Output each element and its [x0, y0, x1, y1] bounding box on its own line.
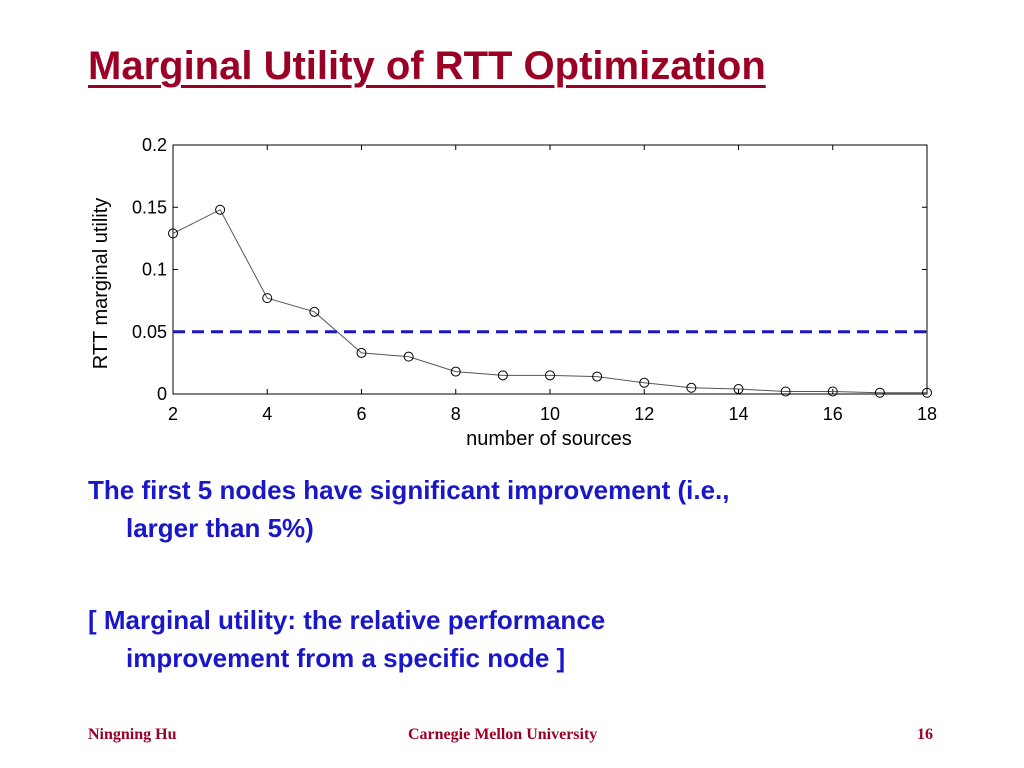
data-point — [780, 386, 791, 397]
data-point — [215, 204, 226, 215]
x-tick-label: 18 — [917, 404, 937, 424]
x-tick-label: 10 — [540, 404, 560, 424]
slide-title: Marginal Utility of RTT Optimization — [88, 44, 766, 88]
y-tick-label: 0.05 — [132, 322, 167, 342]
y-axis-label: RTT marginal utility — [90, 198, 112, 370]
footer-author: Ningning Hu — [88, 726, 177, 743]
data-point — [309, 306, 320, 317]
y-tick-label: 0.2 — [142, 135, 167, 155]
series-line — [172, 209, 927, 394]
data-point — [168, 228, 178, 239]
data-point — [827, 386, 838, 397]
bullet-significant-improvement: The first 5 nodes have significant impro… — [88, 471, 968, 547]
data-point — [450, 366, 461, 377]
data-point — [639, 377, 650, 388]
footer-page-number: 16 — [917, 726, 933, 743]
data-point — [356, 347, 367, 358]
x-tick-label: 14 — [728, 404, 748, 424]
y-tick-label: 0 — [157, 384, 167, 404]
x-axis-label: number of sources — [466, 428, 632, 450]
data-point — [922, 387, 932, 398]
x-tick-label: 4 — [262, 404, 272, 424]
x-tick-label: 16 — [823, 404, 843, 424]
data-point — [592, 371, 603, 382]
data-point — [686, 382, 697, 393]
data-point — [874, 387, 885, 398]
data-point — [545, 370, 555, 381]
bullet-2-line-2: improvement from a specific node ] — [126, 643, 566, 673]
bullet-1-line-2: larger than 5%) — [126, 513, 314, 543]
data-point — [733, 384, 744, 395]
y-tick-label: 0.15 — [132, 197, 167, 217]
rtt-marginal-utility-chart: 2 4 6 8 10 12 14 16 18 0 0.05 0.1 0.15 0.2 number of s… — [90, 135, 937, 450]
x-tick-label: 2 — [168, 404, 178, 424]
y-tick-label: 0.1 — [142, 260, 167, 280]
x-tick-label: 6 — [356, 404, 366, 424]
data-point — [262, 293, 273, 304]
data-point — [403, 351, 414, 362]
plot-frame — [172, 144, 928, 395]
bullet-marginal-utility-definition: [ Marginal utility: the relative perform… — [88, 601, 968, 677]
x-tick-label: 8 — [451, 404, 461, 424]
x-tick-label: 12 — [634, 404, 654, 424]
footer-institution: Carnegie Mellon University — [408, 726, 598, 743]
bullet-1-line-1: The first 5 nodes have significant impro… — [88, 475, 730, 505]
data-point — [497, 370, 508, 381]
bullet-2-line-1: [ Marginal utility: the relative perform… — [88, 605, 606, 635]
